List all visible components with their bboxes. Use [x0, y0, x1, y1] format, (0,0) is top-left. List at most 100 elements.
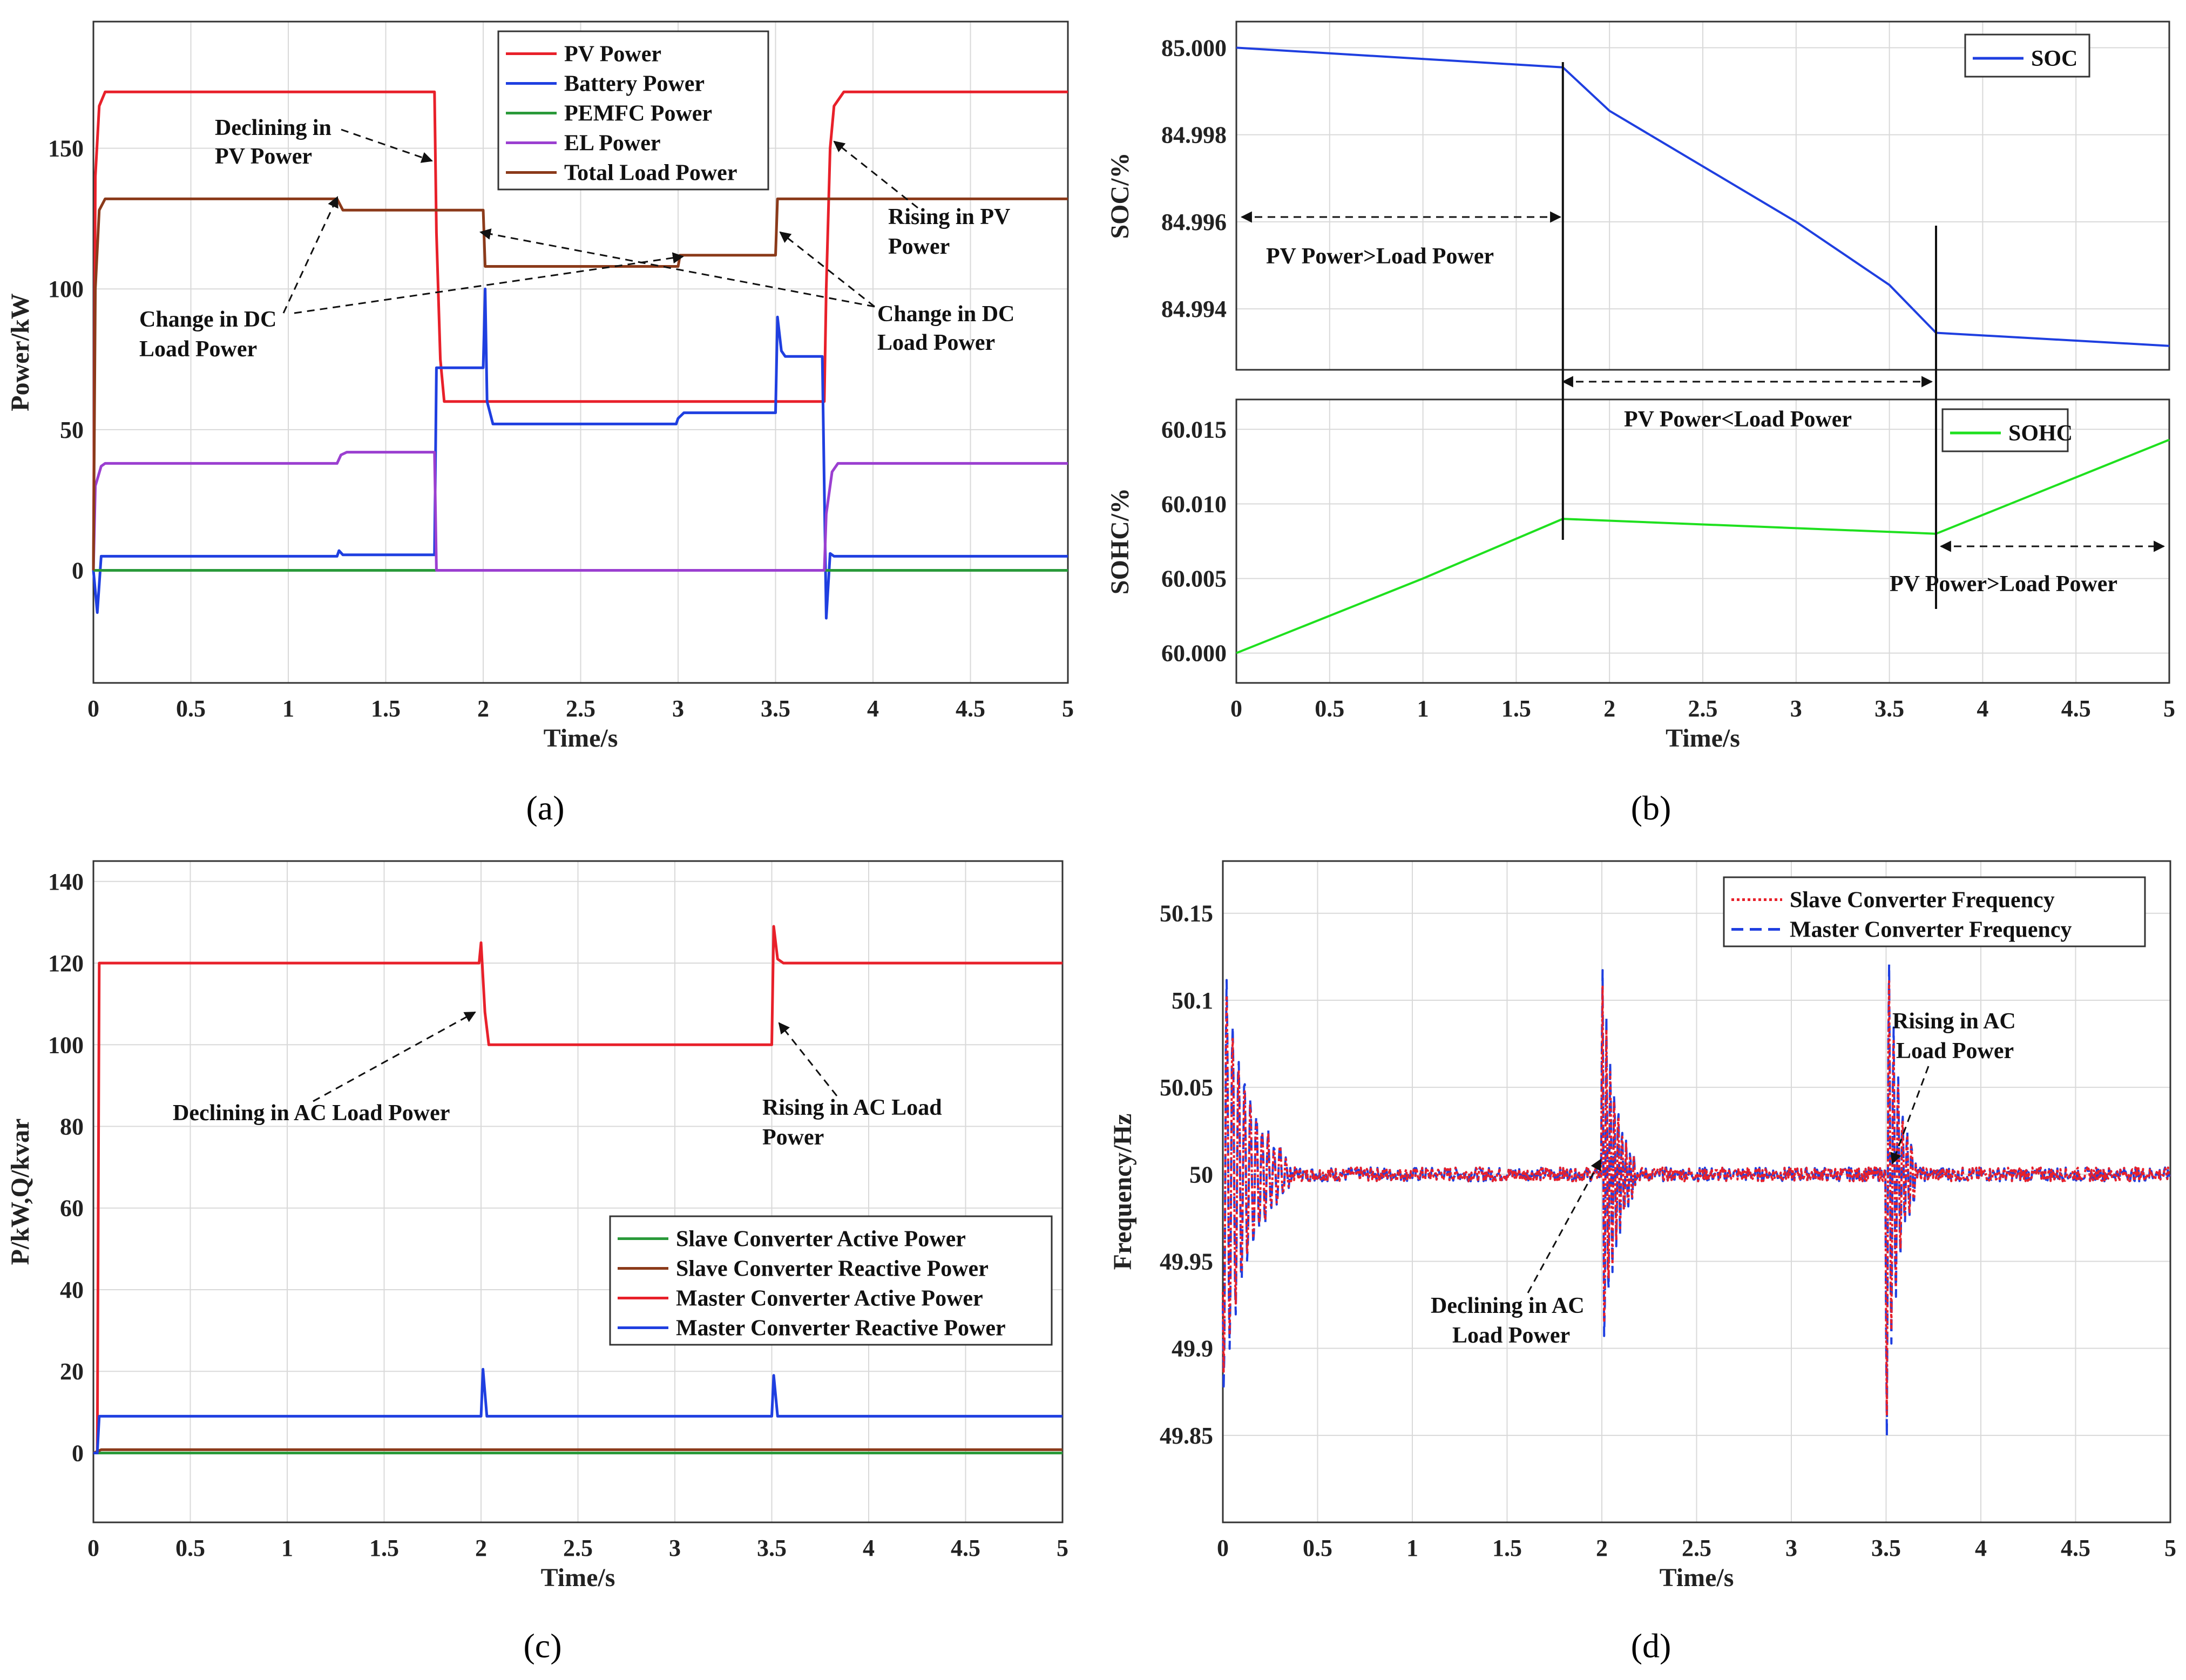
d-xtick-label: 0	[1217, 1535, 1229, 1561]
panel-b: 84.994 84.996 84.998 85.000 0 0.5 1 1.5 2 2.5 3 3.5…	[1106, 21, 2175, 753]
annot-a-dc-left-2: Load Power	[139, 337, 257, 362]
arrow-a-pv-rise	[833, 140, 918, 209]
b-bottom-xtick-label: 0.5	[1315, 695, 1344, 722]
d-legend-box	[1723, 876, 2146, 947]
c-xtick-label: 0.5	[175, 1535, 205, 1561]
a-series-battery-power	[92, 287, 1068, 620]
d-ytick-label: 49.9	[1172, 1336, 1213, 1362]
c-ytick-label: 60	[60, 1195, 84, 1222]
a-legend-label: Total Load Power	[564, 161, 737, 186]
arrow-c-ac-decline	[313, 1011, 476, 1102]
c-frame	[92, 860, 1064, 1523]
d-xtick-label: 1	[1406, 1535, 1418, 1561]
c-ytick-label: 80	[60, 1114, 84, 1140]
arrow-a-dc-left-1	[282, 196, 339, 314]
d-xlabel: Time/s	[1660, 1563, 1734, 1592]
arrow-a-pv-decline	[341, 128, 433, 163]
panel-c-label: (c)	[523, 1627, 561, 1665]
d-ytick-label: 50.1	[1172, 987, 1213, 1014]
annot-d-ac-rise-1: Rising in AC	[1892, 1009, 2016, 1034]
b-bottom-xtick-label: 4	[1977, 695, 1988, 722]
b-top-ytick-label: 84.998	[1161, 122, 1227, 148]
c-ytick-label: 40	[60, 1277, 84, 1303]
c-ytick-label: 100	[48, 1032, 84, 1058]
annot-c-ac-decline: Declining in AC Load Power	[173, 1101, 450, 1126]
b-bottom-ytick-label: 60.015	[1161, 416, 1227, 443]
a-ytick-label: 150	[48, 136, 84, 162]
a-legend-label: PEMFC Power	[564, 101, 712, 126]
b-bottom-xtick-label: 4.5	[2061, 695, 2091, 722]
a-xtick-label: 5	[1062, 695, 1074, 722]
arrow-c-ac-rise	[778, 1022, 838, 1096]
c-xtick-label: 5	[1057, 1535, 1068, 1561]
c-xtick-label: 3	[669, 1535, 681, 1561]
a-ytick-label: 50	[60, 417, 84, 443]
c-series-master-converter-reactive-power	[93, 1367, 1062, 1454]
annot-a-pv-rise-2: Power	[888, 234, 950, 259]
d-xtick-label: 2	[1596, 1535, 1608, 1561]
panel-d-label: (d)	[1631, 1627, 1671, 1665]
b-bottom-xtick-label: 2	[1603, 695, 1615, 722]
a-xtick-label: 2	[477, 695, 489, 722]
annot-b-pv-less: PV Power<Load Power	[1624, 407, 1852, 432]
a-xtick-label: 3.5	[761, 695, 790, 722]
b-bottom-ytick-label: 60.000	[1161, 640, 1227, 667]
annot-a-dc-left-1: Change in DC	[139, 307, 276, 332]
panel-c: 0 0.5 1 1.5 2 2.5 3 3.5 4 4.5 5 0 20 40 60 80 100 120 140 T…	[6, 860, 1068, 1592]
d-ytick-label: 50.05	[1160, 1074, 1213, 1101]
c-ytick-label: 140	[48, 869, 84, 895]
arrow-a-dc-left-2	[294, 252, 685, 314]
b-bottom-xtick-label: 3	[1790, 695, 1802, 722]
b-bottom-ytick-label: 60.010	[1161, 491, 1227, 517]
b-bottom-ytick-label: 60.005	[1161, 566, 1227, 592]
annot-a-pv-rise-1: Rising in PV	[888, 205, 1010, 229]
panel-a-label: (a)	[526, 789, 564, 827]
b-top-ytick-label: 85.000	[1161, 35, 1227, 61]
d-legend-label: Master Converter Frequency	[1790, 918, 2072, 943]
c-ytick-label: 20	[60, 1358, 84, 1385]
c-ylabel: P/kW,Q/kvar	[6, 1119, 35, 1265]
a-series-el-power	[92, 451, 1068, 572]
panel-a-annotations: Declining in PV Power Change in DC Load …	[139, 116, 1014, 362]
a-legend-label: PV Power	[564, 42, 661, 67]
b-bottom-xtick-label: 5	[2163, 695, 2175, 722]
b-bottom-xtick-label: 1.5	[1501, 695, 1531, 722]
c-xtick-label: 0	[87, 1535, 99, 1561]
d-xtick-label: 0.5	[1303, 1535, 1332, 1561]
panel-d: 0 0.5 1 1.5 2 2.5 3 3.5 4 4.5 5 49.85 49.9 49.95 50 50.…	[1108, 860, 2176, 1592]
annot-d-ac-rise-2: Load Power	[1896, 1039, 2014, 1063]
b-bottom-xlabel: Time/s	[1666, 724, 1740, 753]
c-ytick-label: 120	[48, 950, 84, 977]
d-legend-label: Slave Converter Frequency	[1790, 888, 2055, 913]
panel-b-annotations: PV Power>Load Power PV Power<Load Power …	[1240, 211, 2165, 597]
c-legend-label: Slave Converter Reactive Power	[676, 1257, 989, 1282]
d-ylabel: Frequency/Hz	[1108, 1114, 1137, 1270]
annot-b-pv-greater-2: PV Power>Load Power	[1890, 572, 2117, 597]
c-xtick-label: 4.5	[951, 1535, 980, 1561]
a-xtick-label: 1.5	[371, 695, 401, 722]
annot-a-pv-decline-2: PV Power	[215, 144, 312, 169]
d-ytick-label: 50.15	[1160, 900, 1213, 927]
a-series-pv-power	[92, 90, 1068, 571]
d-xtick-label: 2.5	[1682, 1535, 1711, 1561]
a-series-total-load-power	[92, 197, 1068, 571]
d-ytick-label: 49.85	[1160, 1422, 1213, 1449]
annot-a-dc-right-2: Load Power	[877, 330, 995, 355]
a-legend-label: EL Power	[564, 131, 660, 156]
panel-b-label: (b)	[1631, 789, 1671, 827]
a-xtick-label: 3	[672, 695, 684, 722]
b-bottom-ylabel: SOHC/%	[1106, 488, 1134, 594]
c-xlabel: Time/s	[541, 1563, 615, 1592]
panel-d-annotations: Declining in AC Load Power Rising in AC …	[1431, 1009, 2016, 1348]
c-xtick-label: 2	[475, 1535, 487, 1561]
annot-c-ac-rise-1: Rising in AC Load	[762, 1095, 942, 1120]
a-xtick-label: 2.5	[566, 695, 595, 722]
a-ytick-label: 0	[72, 557, 84, 584]
arrow-a-dc-right-1	[479, 228, 875, 308]
a-xtick-label: 4	[867, 695, 879, 722]
a-xtick-label: 0.5	[176, 695, 206, 722]
d-xtick-label: 3.5	[1871, 1535, 1901, 1561]
b-bottom-xtick-label: 1	[1417, 695, 1429, 722]
c-legend-box	[609, 1215, 1053, 1346]
d-ytick-label: 49.95	[1160, 1248, 1213, 1275]
